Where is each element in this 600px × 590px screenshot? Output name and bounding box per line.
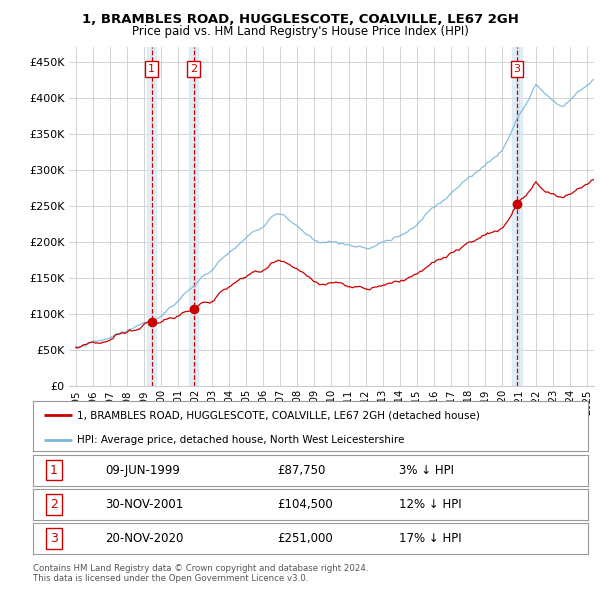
Text: 20-NOV-2020: 20-NOV-2020 xyxy=(105,532,184,545)
Text: HPI: Average price, detached house, North West Leicestershire: HPI: Average price, detached house, Nort… xyxy=(77,435,405,445)
Text: 30-NOV-2001: 30-NOV-2001 xyxy=(105,498,184,511)
Bar xyxy=(512,47,522,386)
Text: 12% ↓ HPI: 12% ↓ HPI xyxy=(400,498,462,511)
Text: 3: 3 xyxy=(514,64,521,74)
Text: 3% ↓ HPI: 3% ↓ HPI xyxy=(400,464,454,477)
Text: 17% ↓ HPI: 17% ↓ HPI xyxy=(400,532,462,545)
Text: 1, BRAMBLES ROAD, HUGGLESCOTE, COALVILLE, LE67 2GH (detached house): 1, BRAMBLES ROAD, HUGGLESCOTE, COALVILLE… xyxy=(77,410,480,420)
Text: £104,500: £104,500 xyxy=(277,498,333,511)
Text: Price paid vs. HM Land Registry's House Price Index (HPI): Price paid vs. HM Land Registry's House … xyxy=(131,25,469,38)
Text: £87,750: £87,750 xyxy=(277,464,326,477)
Text: £251,000: £251,000 xyxy=(277,532,333,545)
Text: 3: 3 xyxy=(50,532,58,545)
Text: 1: 1 xyxy=(148,64,155,74)
Text: 1, BRAMBLES ROAD, HUGGLESCOTE, COALVILLE, LE67 2GH: 1, BRAMBLES ROAD, HUGGLESCOTE, COALVILLE… xyxy=(82,13,518,26)
Text: 1: 1 xyxy=(50,464,58,477)
Bar xyxy=(147,47,156,386)
Text: 2: 2 xyxy=(190,64,197,74)
Text: Contains HM Land Registry data © Crown copyright and database right 2024.
This d: Contains HM Land Registry data © Crown c… xyxy=(33,563,368,583)
Bar xyxy=(189,47,198,386)
Text: 09-JUN-1999: 09-JUN-1999 xyxy=(105,464,180,477)
Text: 2: 2 xyxy=(50,498,58,511)
